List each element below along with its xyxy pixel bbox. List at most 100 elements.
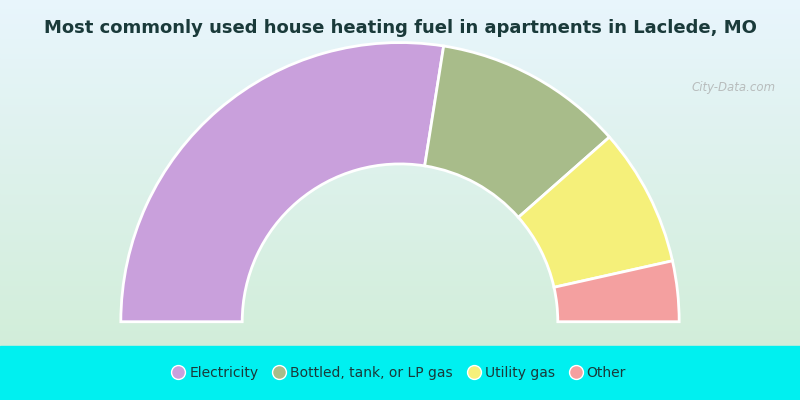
- Bar: [0, 243, 800, 244]
- Bar: [0, 71, 800, 73]
- Bar: [0, 284, 800, 286]
- Bar: [0, 166, 800, 167]
- Bar: [0, 106, 800, 107]
- Bar: [0, 172, 800, 173]
- Bar: [0, 115, 800, 116]
- Bar: [0, 46, 800, 47]
- Bar: [0, 61, 800, 62]
- Bar: [0, 288, 800, 290]
- Bar: [0, 39, 800, 40]
- Bar: [0, 5, 800, 7]
- Bar: [0, 227, 800, 228]
- Bar: [0, 47, 800, 48]
- Bar: [0, 170, 800, 172]
- Bar: [0, 271, 800, 272]
- Bar: [0, 94, 800, 96]
- Bar: [0, 104, 800, 106]
- Bar: [0, 260, 800, 262]
- Bar: [0, 242, 800, 243]
- Bar: [0, 114, 800, 115]
- Bar: [0, 25, 800, 26]
- Bar: [0, 58, 800, 60]
- Bar: [0, 44, 800, 46]
- Bar: [0, 321, 800, 323]
- Bar: [0, 101, 800, 103]
- Bar: [0, 216, 800, 218]
- Bar: [0, 140, 800, 142]
- Bar: [0, 292, 800, 294]
- Bar: [0, 192, 800, 194]
- Bar: [0, 183, 800, 184]
- Bar: [0, 19, 800, 21]
- Bar: [0, 257, 800, 258]
- Bar: [0, 108, 800, 110]
- Bar: [0, 142, 800, 143]
- Bar: [0, 221, 800, 222]
- Bar: [0, 202, 800, 204]
- Bar: [0, 69, 800, 70]
- Bar: [0, 229, 800, 231]
- Bar: [0, 173, 800, 174]
- Bar: [0, 137, 800, 138]
- Bar: [0, 273, 800, 274]
- Bar: [0, 331, 800, 332]
- Bar: [0, 161, 800, 163]
- Bar: [0, 246, 800, 248]
- Bar: [0, 22, 800, 23]
- Bar: [0, 290, 800, 292]
- Bar: [0, 303, 800, 304]
- Bar: [0, 118, 800, 120]
- Bar: [0, 23, 800, 24]
- Bar: [0, 317, 800, 318]
- Bar: [0, 155, 800, 157]
- Bar: [0, 131, 800, 133]
- Bar: [0, 305, 800, 307]
- Bar: [0, 1, 800, 2]
- Bar: [0, 226, 800, 227]
- Bar: [0, 228, 800, 230]
- Bar: [0, 177, 800, 179]
- Bar: [0, 76, 800, 77]
- Bar: [0, 302, 800, 303]
- Bar: [0, 126, 800, 128]
- Bar: [0, 86, 800, 88]
- Bar: [0, 164, 800, 166]
- Bar: [0, 10, 800, 12]
- Bar: [0, 57, 800, 59]
- Bar: [0, 312, 800, 314]
- Bar: [0, 65, 800, 67]
- Bar: [0, 83, 800, 84]
- Bar: [0, 218, 800, 219]
- Bar: [0, 143, 800, 144]
- Bar: [0, 150, 800, 151]
- Bar: [0, 207, 800, 209]
- Bar: [0, 32, 800, 34]
- Bar: [0, 244, 800, 246]
- Bar: [0, 96, 800, 98]
- Bar: [0, 326, 800, 328]
- Bar: [0, 53, 800, 54]
- Bar: [0, 85, 800, 86]
- Bar: [0, 6, 800, 8]
- Bar: [0, 266, 800, 268]
- Bar: [0, 328, 800, 330]
- Wedge shape: [554, 261, 679, 322]
- Bar: [0, 31, 800, 32]
- Bar: [0, 90, 800, 91]
- Bar: [0, 341, 800, 342]
- Bar: [0, 9, 800, 10]
- Bar: [0, 117, 800, 119]
- Bar: [0, 95, 800, 97]
- Bar: [0, 272, 800, 273]
- Bar: [0, 342, 800, 344]
- Bar: [0, 268, 800, 270]
- Bar: [0, 310, 800, 311]
- Bar: [0, 154, 800, 156]
- Bar: [0, 63, 800, 64]
- Bar: [0, 189, 800, 190]
- Bar: [0, 112, 800, 113]
- Bar: [0, 132, 800, 134]
- Bar: [0, 256, 800, 257]
- Bar: [0, 24, 800, 25]
- Bar: [0, 44, 800, 45]
